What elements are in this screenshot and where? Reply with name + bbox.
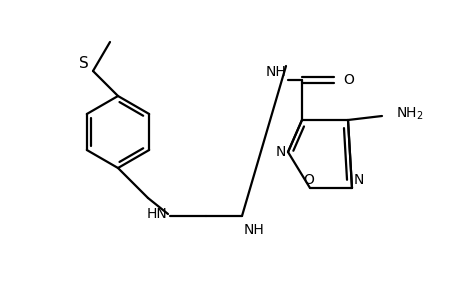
Text: NH$_2$: NH$_2$ <box>395 106 423 122</box>
Text: N: N <box>275 145 285 159</box>
Text: N: N <box>353 173 364 187</box>
Text: HN: HN <box>146 207 167 221</box>
Text: NH: NH <box>265 65 286 79</box>
Text: S: S <box>79 56 89 70</box>
Text: O: O <box>342 73 353 87</box>
Text: NH: NH <box>243 223 264 237</box>
Text: O: O <box>303 173 314 187</box>
